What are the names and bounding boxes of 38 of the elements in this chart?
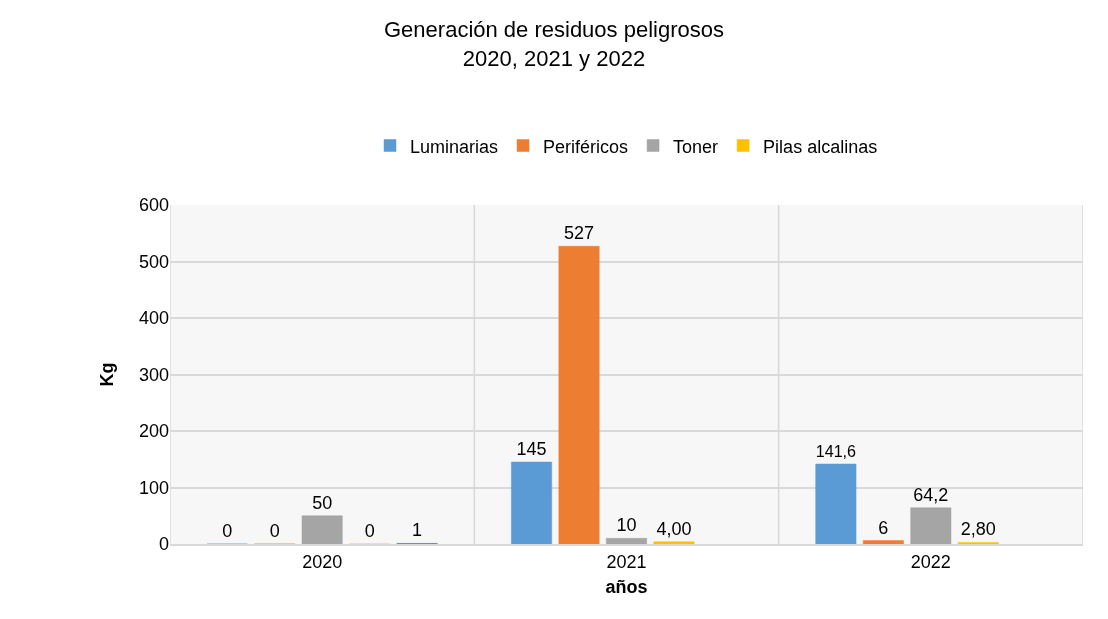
y-tick-label: 100 [138,477,169,498]
y-tick-label: 0 [158,534,169,555]
data-label: 6 [878,517,889,538]
data-label: 0 [269,521,280,541]
legend-label: Pilas alcalinas [763,136,878,157]
data-label: 0 [364,521,375,541]
bar [862,540,904,544]
bar [910,507,952,544]
data-label: 64,2 [913,484,949,505]
data-label: 4,00 [656,518,692,539]
legend-label: Luminarias [410,136,499,157]
x-tick-label: 2022 [910,551,951,572]
data-label: 0 [222,521,233,541]
bar [558,245,600,544]
bar [815,463,857,544]
data-label: 10 [616,515,637,536]
y-tick-label: 300 [138,364,169,385]
y-tick-label: 600 [138,195,169,216]
y-tick-label: 400 [138,308,169,329]
data-label: 2,80 [960,519,996,540]
y-tick-label: 200 [138,421,169,442]
chart-title: Generación de residuos peligrosos 2020, 2021 y 2022 [384,17,724,71]
y-axis-title: Kg [97,362,118,387]
bar [606,538,647,544]
data-label: 527 [564,223,595,244]
bar [653,541,695,544]
data-label: 50 [312,492,333,513]
x-tick-label: 2021 [606,551,647,572]
data-label: 145 [516,439,547,460]
legend-label: Toner [673,136,719,157]
y-tick-label: 500 [138,251,169,272]
legend-label: Periféricos [543,136,629,157]
x-tick-label: 2020 [302,551,343,572]
data-label: 141,6 [815,442,857,461]
data-label: 1 [412,520,423,541]
x-axis-title: años [605,577,648,598]
bar [511,461,552,544]
bar [301,515,343,544]
